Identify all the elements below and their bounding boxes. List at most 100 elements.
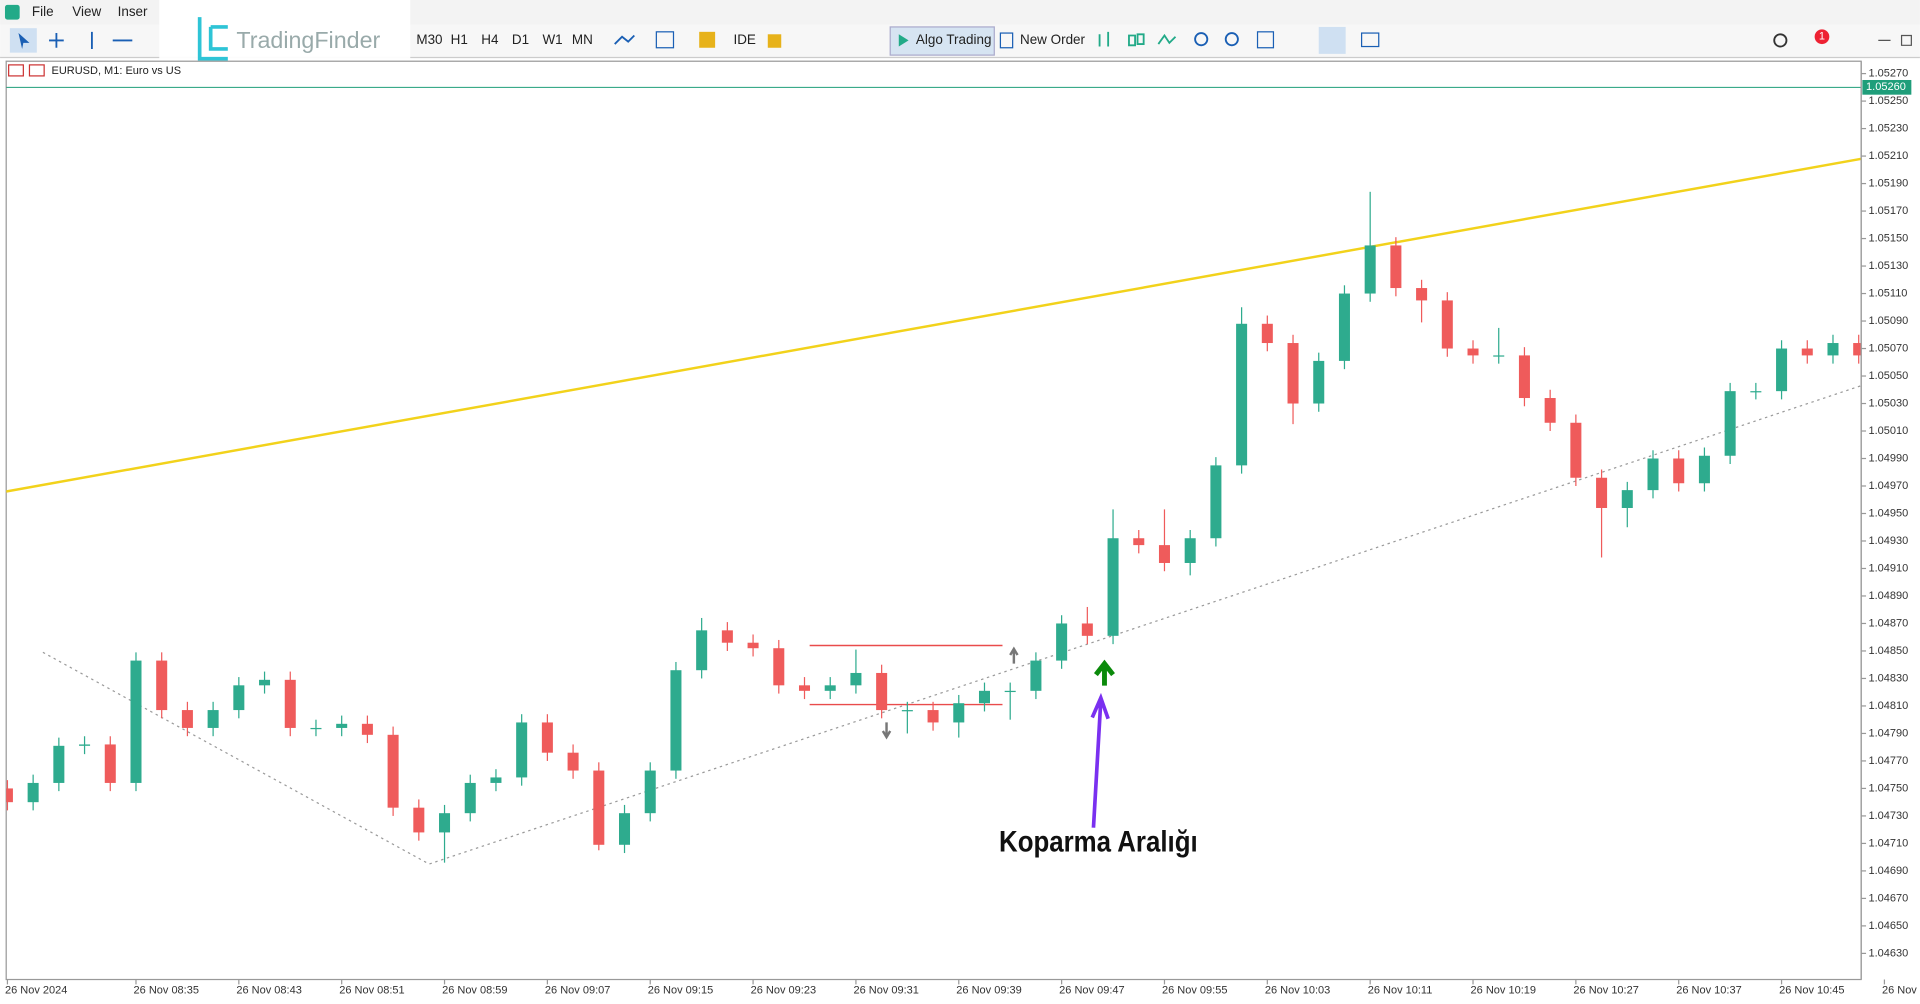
- candle-body: [516, 722, 528, 778]
- candle-body: [1647, 458, 1659, 491]
- candle-body: [1158, 545, 1170, 563]
- candle-body: [1004, 690, 1016, 693]
- screenshot-icon[interactable]: [1360, 32, 1380, 48]
- candle-body: [6, 788, 13, 803]
- candle-body: [1030, 660, 1042, 691]
- y-tick-label: 1.04810: [1868, 700, 1908, 712]
- x-tick-label: 26 Nov 08:43: [236, 984, 301, 996]
- x-tick-label: 26 Nov 2024: [5, 984, 67, 996]
- menu-item[interactable]: View: [72, 4, 101, 19]
- candle-body: [619, 813, 631, 845]
- timeframe[interactable]: H1: [451, 32, 468, 47]
- candle-body: [1827, 343, 1839, 356]
- y-tick-label: 1.05270: [1868, 67, 1908, 79]
- x-tick-label: 26 Nov 09:23: [751, 984, 816, 996]
- x-tick-label: 26 Nov 10:03: [1265, 984, 1330, 996]
- candle-body: [1416, 288, 1428, 301]
- y-tick-label: 1.04710: [1868, 837, 1908, 849]
- candle-body: [876, 672, 888, 711]
- candle-body: [1673, 458, 1685, 484]
- plot: [6, 86, 1862, 865]
- candle-body: [670, 670, 682, 771]
- y-tick-label: 1.04790: [1868, 727, 1908, 739]
- crosshair-icon[interactable]: [49, 33, 64, 48]
- symbol-icon: [8, 64, 24, 77]
- y-tick-label: 1.05230: [1868, 122, 1908, 134]
- order-icon: [999, 32, 1014, 49]
- zoom-in-icon[interactable]: [1194, 32, 1209, 47]
- y-tick-label: 1.05170: [1868, 205, 1908, 217]
- symbol-icon: [28, 64, 45, 77]
- lock-icon[interactable]: [767, 34, 782, 48]
- logo-mark: [197, 17, 228, 61]
- toolbar-button[interactable]: Algo Trading: [916, 32, 992, 47]
- candle-body: [541, 722, 553, 753]
- window-controls[interactable]: [1878, 34, 1912, 46]
- candle-body: [747, 642, 759, 649]
- cursor-icon: [18, 33, 30, 49]
- y-tick-label: 1.04750: [1868, 782, 1908, 794]
- line-tools-icon[interactable]: [90, 31, 133, 49]
- chart-mode-icons[interactable]: [1098, 31, 1177, 47]
- zoom-out-icon[interactable]: [1224, 32, 1239, 47]
- candle-body: [1853, 343, 1862, 356]
- autoscroll-button[interactable]: [1318, 26, 1346, 54]
- timeframe[interactable]: MN: [572, 32, 593, 47]
- indicator-icon[interactable]: [655, 31, 675, 49]
- candle-body: [1081, 623, 1093, 636]
- toolbar-button[interactable]: New Order: [1020, 32, 1086, 47]
- x-tick-label: 26 Nov 08:35: [134, 984, 199, 996]
- y-tick-label: 1.05070: [1868, 342, 1908, 354]
- y-tick-label: 1.04650: [1868, 920, 1908, 932]
- candle-body: [1518, 355, 1530, 399]
- candle-body: [1287, 343, 1299, 404]
- chart-type-icon[interactable]: [614, 34, 635, 45]
- y-tick-label: 1.05050: [1868, 370, 1908, 382]
- search-icon[interactable]: [1773, 33, 1788, 48]
- candle-body: [850, 672, 862, 686]
- logo-text: TradingFinder: [236, 27, 380, 53]
- axes: 1.04630 1.04650 1.04670 1.04690 1.04710 1.047…: [5, 61, 1920, 996]
- y-tick-label: 1.05250: [1868, 95, 1908, 107]
- candle-body: [773, 648, 785, 686]
- y-tick-label: 1.05130: [1868, 260, 1908, 272]
- timeframe[interactable]: W1: [542, 32, 562, 47]
- y-tick-label: 1.04690: [1868, 865, 1908, 877]
- x-tick-label: 26 Nov 10:53: [1882, 984, 1920, 996]
- x-tick-label: 26 Nov 10:45: [1779, 984, 1844, 996]
- candle-body: [259, 679, 271, 686]
- toolbar-button[interactable]: IDE: [733, 32, 755, 47]
- candle-body: [1338, 293, 1350, 361]
- signals-icon[interactable]: [699, 31, 716, 48]
- app-icon: [4, 4, 20, 20]
- candle-body: [130, 660, 142, 783]
- grid-icon[interactable]: [1256, 31, 1275, 49]
- menu-item[interactable]: File: [32, 4, 54, 19]
- trend-line: [42, 385, 1862, 865]
- candle-body: [1210, 465, 1222, 539]
- x-tick-label: 26 Nov 10:37: [1676, 984, 1741, 996]
- y-tick-label: 1.05030: [1868, 397, 1908, 409]
- candle-body: [1056, 623, 1068, 661]
- candle-body: [310, 727, 322, 730]
- candle-body: [1570, 422, 1582, 478]
- candle-body: [1441, 300, 1453, 349]
- signal-arrow: [1009, 646, 1019, 664]
- candle-body: [1467, 348, 1479, 356]
- buy-signal-arrow: [1093, 659, 1115, 686]
- candle-body: [413, 807, 425, 833]
- candle-body: [53, 745, 65, 783]
- candle-body: [1236, 323, 1248, 466]
- candle-body: [1133, 538, 1145, 546]
- x-tick-label: 26 Nov 09:47: [1059, 984, 1124, 996]
- notification-badge[interactable]: [1814, 29, 1830, 45]
- candle-body: [1724, 391, 1736, 456]
- x-tick-label: 26 Nov 10:11: [1368, 984, 1433, 996]
- timeframe[interactable]: M30: [416, 32, 442, 47]
- timeframe[interactable]: D1: [512, 32, 529, 47]
- timeframe[interactable]: H4: [481, 32, 499, 47]
- current-price-box: [1862, 79, 1912, 95]
- menu-item[interactable]: Inser: [118, 4, 148, 19]
- candle-body: [1621, 490, 1633, 508]
- x-tick-label: 26 Nov 09:07: [545, 984, 610, 996]
